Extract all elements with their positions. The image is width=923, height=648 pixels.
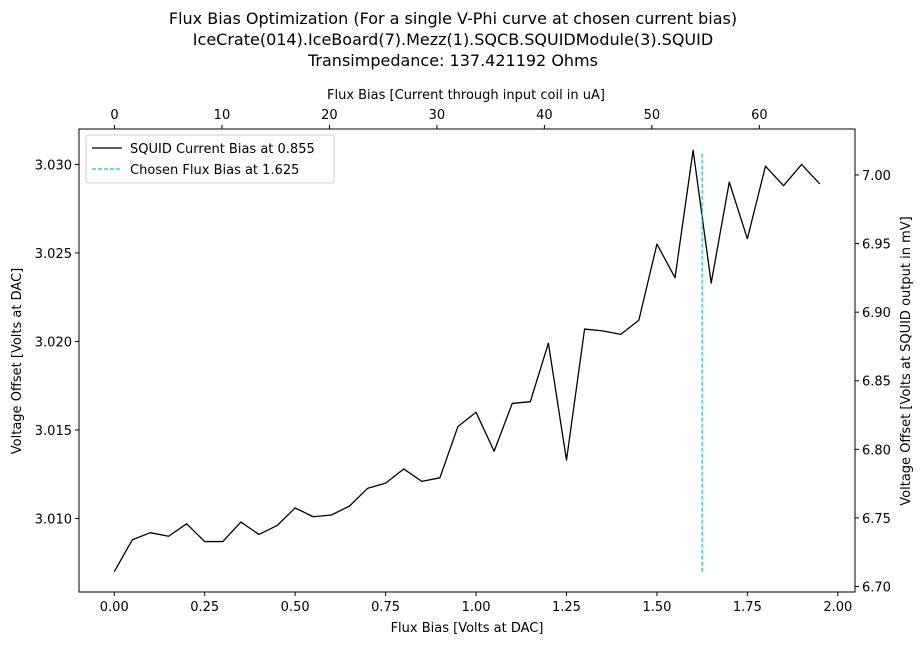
top-axis-tick-label: 10 — [214, 108, 231, 123]
top-axis-tick-label: 0 — [110, 108, 118, 123]
right-axis-tick-label: 6.75 — [862, 512, 891, 527]
top-axis-tick-label: 30 — [429, 108, 446, 123]
y-axis-ticks: 3.010 3.015 3.020 3.025 3.030 — [35, 158, 79, 528]
top-axis-tick-label: 60 — [751, 108, 768, 123]
legend: SQUID Current Bias at 0.855 Chosen Flux … — [85, 134, 335, 184]
title-line-2: IceCrate(014).IceBoard(7).Mezz(1).SQCB.S… — [193, 30, 713, 49]
top-axis-ticks: 0 10 20 30 40 50 60 — [110, 108, 768, 129]
x-axis-tick-label: 0.75 — [371, 600, 400, 615]
y-axis-tick-label: 3.010 — [35, 513, 72, 528]
y-axis-label: Voltage Offset [Volts at DAC] — [10, 268, 25, 454]
right-axis-tick-label: 6.70 — [862, 581, 891, 596]
top-axis-label: Flux Bias [Current through input coil in… — [327, 88, 605, 103]
x-axis-ticks: 0.00 0.25 0.50 0.75 1.00 1.25 1.50 1.75 2.00 — [100, 592, 852, 615]
right-axis-tick-label: 6.90 — [862, 306, 891, 321]
top-axis-tick-label: 40 — [536, 108, 553, 123]
y-axis-tick-label: 3.020 — [35, 335, 72, 350]
x-axis-tick-label: 1.75 — [733, 600, 762, 615]
x-axis-tick-label: 2.00 — [823, 600, 852, 615]
series-squid-current-line — [113, 149, 821, 572]
right-axis-ticks: 6.70 6.75 6.80 6.85 6.90 6.95 7.00 — [855, 169, 891, 596]
x-axis-tick-label: 0.00 — [100, 600, 129, 615]
right-axis-tick-label: 6.85 — [862, 375, 891, 390]
top-axis-tick-label: 20 — [321, 108, 338, 123]
x-axis-tick-label: 1.00 — [462, 600, 491, 615]
chart-title: Flux Bias Optimization (For a single V-P… — [169, 9, 737, 70]
x-axis-label: Flux Bias [Volts at DAC] — [391, 621, 544, 636]
plot-area-frame — [78, 128, 856, 593]
legend-label-chosen-flux: Chosen Flux Bias at 1.625 — [130, 163, 299, 178]
x-axis-tick-label: 1.50 — [642, 600, 671, 615]
title-line-1: Flux Bias Optimization (For a single V-P… — [169, 9, 737, 28]
x-axis-tick-label: 0.25 — [190, 600, 219, 615]
top-axis-tick-label: 50 — [644, 108, 661, 123]
right-axis-tick-label: 7.00 — [862, 169, 891, 184]
right-axis-tick-label: 6.95 — [862, 238, 891, 253]
x-axis-tick-label: 0.50 — [281, 600, 310, 615]
series-layer — [113, 149, 821, 572]
legend-box — [85, 134, 335, 184]
right-axis-label: Voltage Offset [Volts at SQUID output in… — [899, 216, 914, 505]
title-line-3: Transimpedance: 137.421192 Ohms — [307, 51, 598, 70]
y-axis-tick-label: 3.025 — [35, 247, 72, 262]
y-axis-tick-label: 3.030 — [35, 158, 72, 173]
x-axis-tick-label: 1.25 — [552, 600, 581, 615]
y-axis-tick-label: 3.015 — [35, 424, 72, 439]
right-axis-tick-label: 6.80 — [862, 443, 891, 458]
legend-label-squid-current: SQUID Current Bias at 0.855 — [130, 142, 315, 157]
